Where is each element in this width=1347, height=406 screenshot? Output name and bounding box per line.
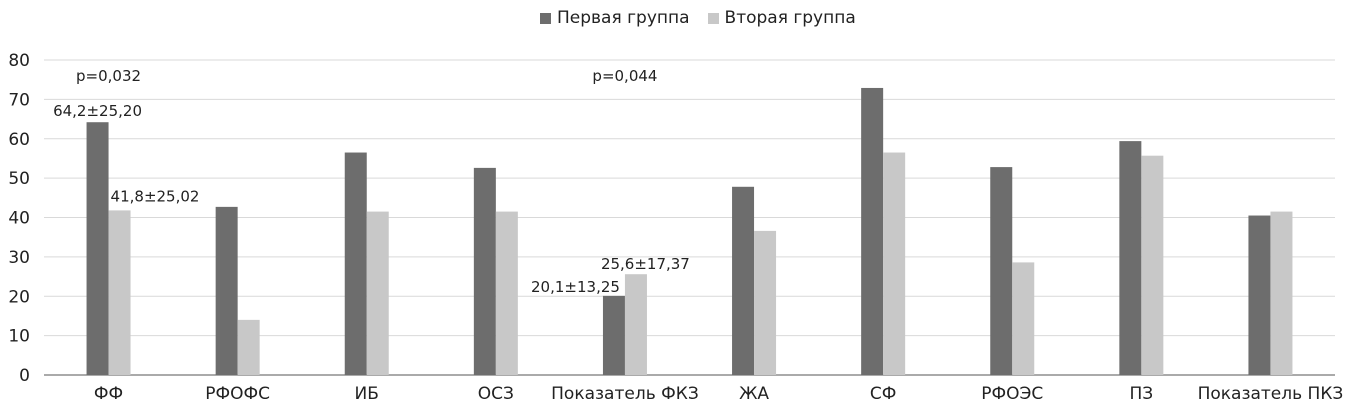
bar-second-group [495, 211, 518, 375]
bar-first-group [1248, 215, 1271, 375]
y-tick-label: 60 [8, 130, 30, 150]
data-label: 20,1±13,25 [531, 278, 620, 296]
bar-second-group [1141, 155, 1164, 375]
data-label: 41,8±25,02 [111, 187, 200, 205]
bar-first-group [473, 167, 496, 375]
legend-swatch-series-1 [540, 12, 551, 24]
y-tick-label: 10 [8, 327, 30, 347]
bar-second-group [366, 211, 389, 375]
bar-first-group [344, 152, 367, 375]
data-label: p=0,032 [76, 67, 141, 85]
legend-label-series-2: Вторая группа [724, 8, 856, 28]
legend: Первая группа Вторая группа [540, 6, 856, 30]
bar-second-group [108, 210, 131, 375]
y-tick-label: 70 [8, 90, 30, 110]
legend-item-series-2: Вторая группа [707, 8, 856, 28]
y-tick-label: 80 [8, 51, 30, 71]
legend-swatch-series-2 [707, 12, 719, 24]
legend-label-series-1: Первая группа [557, 8, 690, 28]
y-tick-label: 50 [8, 169, 30, 189]
bar-first-group [86, 122, 109, 376]
bar-first-group [990, 167, 1013, 375]
x-tick-label: ИБ [355, 384, 379, 404]
x-tick-label: СФ [870, 384, 897, 404]
bar-first-group [1119, 141, 1142, 375]
bar-first-group [732, 186, 755, 375]
bar-second-group [624, 274, 647, 375]
x-tick-label: ПЗ [1130, 384, 1154, 404]
x-tick-label: РФОЭС [981, 384, 1043, 404]
x-tick-label: РФОФС [205, 384, 270, 404]
data-label: p=0,044 [592, 67, 657, 85]
bar-second-group [1012, 262, 1035, 375]
bar-first-group [861, 87, 884, 376]
bar-first-group [602, 295, 625, 375]
bar-second-group [754, 230, 777, 375]
x-tick-label: Показатель ПКЗ [1198, 384, 1344, 404]
x-tick-label: Показатель ФКЗ [551, 384, 699, 404]
legend-item-series-1: Первая группа [540, 8, 690, 28]
data-label: 25,6±17,37 [601, 255, 690, 273]
bar-second-group [237, 319, 260, 375]
y-tick-label: 40 [8, 209, 30, 229]
bar-second-group [1270, 211, 1293, 375]
y-tick-label: 20 [8, 287, 30, 307]
x-tick-label: ЖА [739, 384, 769, 404]
y-tick-label: 30 [8, 248, 30, 268]
bar-first-group [215, 206, 238, 375]
y-tick-label: 0 [19, 366, 30, 386]
x-tick-label: ОСЗ [478, 384, 514, 404]
data-label: 64,2±25,20 [53, 102, 142, 120]
bar-second-group [883, 152, 906, 375]
x-tick-label: ФФ [94, 384, 123, 404]
